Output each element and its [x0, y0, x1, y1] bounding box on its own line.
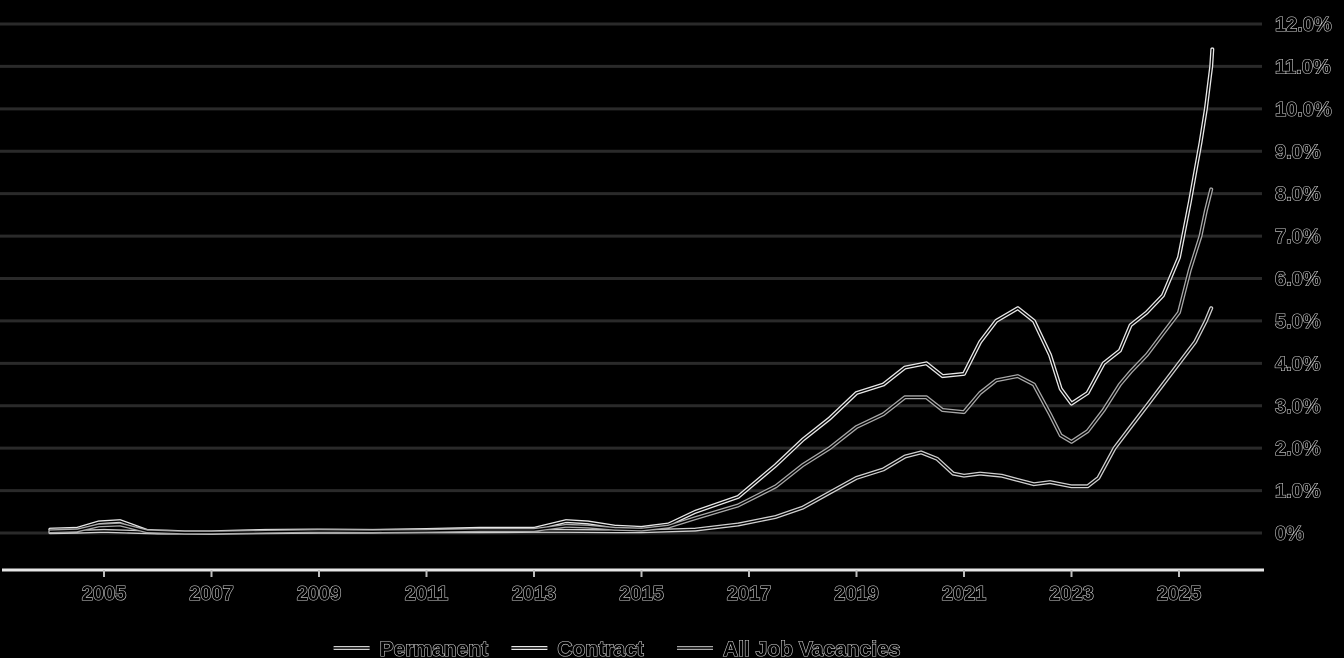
- y-tick-label: 12.0%: [1275, 14, 1332, 36]
- legend-label: All Job Vacancies: [723, 638, 900, 658]
- series-line-core: [49, 188, 1212, 534]
- y-tick-label: 4.0%: [1275, 353, 1321, 375]
- series-line-outline: [48, 187, 1214, 535]
- gridlines: [0, 22, 1262, 535]
- y-tick-label: 6.0%: [1275, 269, 1321, 291]
- x-tick-label: 2009: [297, 583, 342, 605]
- y-tick-label: 0%: [1275, 523, 1304, 545]
- x-axis: 2005 2007 2009 2011 2013 2015 2017 2019 2021 2023…: [2, 568, 1264, 606]
- y-tick-label: 2.0%: [1275, 438, 1321, 460]
- legend-item: All Job Vacancies: [677, 637, 901, 658]
- x-tick-label: 2017: [727, 583, 772, 605]
- y-tick-label: 1.0%: [1275, 481, 1321, 503]
- series-contract: [48, 47, 1215, 535]
- y-tick-label: 7.0%: [1275, 226, 1321, 248]
- series-line-core: [49, 307, 1212, 534]
- legend: Permanent Contract All Job Vacancies: [333, 637, 901, 658]
- y-tick-label: 9.0%: [1275, 141, 1321, 163]
- series-permanent: [48, 306, 1214, 535]
- x-tick-label: 2005: [82, 583, 127, 605]
- x-tick-label: 2025: [1157, 583, 1202, 605]
- x-tick-label: 2015: [619, 583, 664, 605]
- legend-item: Permanent: [333, 637, 489, 658]
- y-tick-label: 8.0%: [1275, 184, 1321, 206]
- series-line-core: [49, 48, 1213, 533]
- y-axis: 0% 1.0% 2.0% 3.0% 4.0% 5.0% 6.0% 7.0% 8.0% 9.0% 10…: [1274, 13, 1332, 545]
- series-line-outline: [48, 306, 1214, 535]
- y-tick-label: 10.0%: [1275, 99, 1332, 121]
- x-tick-label: 2019: [834, 583, 879, 605]
- x-tick-label: 2007: [189, 583, 234, 605]
- x-tick-label: 2013: [512, 583, 557, 605]
- x-tick-label: 2023: [1049, 583, 1094, 605]
- x-tick-label: 2011: [405, 583, 448, 605]
- series-lines: [48, 47, 1215, 535]
- series-all-job-vacancies: [48, 187, 1214, 535]
- y-tick-label: 3.0%: [1275, 396, 1321, 418]
- x-tick-label: 2021: [942, 583, 987, 605]
- legend-label: Permanent: [380, 638, 489, 658]
- legend-item: Contract: [511, 637, 644, 658]
- legend-label: Contract: [557, 638, 643, 658]
- y-tick-label: 5.0%: [1275, 311, 1321, 333]
- series-line-outline: [48, 47, 1215, 535]
- y-tick-label: 11.0%: [1275, 56, 1331, 78]
